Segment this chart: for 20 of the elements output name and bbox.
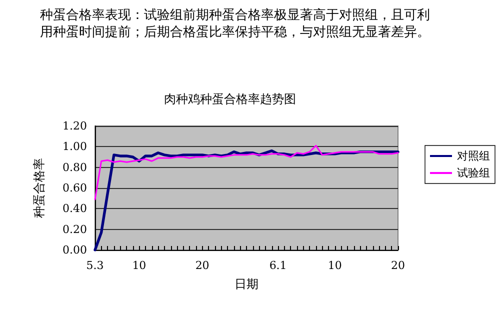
legend-label: 试验组 [457,166,490,180]
legend-label: 对照组 [457,150,490,162]
y-tick-label: 1.20 [62,120,87,132]
chart-title: 肉种鸡种蛋合格率趋势图 [164,92,296,106]
line-series [94,144,399,200]
y-tick-label: 0.80 [62,160,87,174]
x-tick-label: 5.3 [86,259,104,272]
y-tick-label: 0.40 [62,202,87,216]
y-tick-label: 1.00 [62,140,87,154]
y-axis-title: 种蛋合格率 [32,158,46,218]
text: 种蛋合格率表现：试验组前期种蛋合格率极显著高于对照组，且可利用种蛋时间提前；后期合格蛋比率保持平稳，与对照组无显著差异。 [40,7,430,39]
x-tick-label: 6.1 [269,259,287,272]
x-tick-label: 10 [328,259,342,272]
y-tick-label: 0.00 [62,244,87,256]
x-axis-title: 日期 [234,277,258,291]
x-tick-label: 20 [195,259,210,272]
y-tick-label: 0.60 [62,182,87,194]
x-tick-label: 10 [132,259,146,272]
y-tick-label: 0.20 [62,222,87,236]
x-tick-label: 20 [391,259,405,272]
